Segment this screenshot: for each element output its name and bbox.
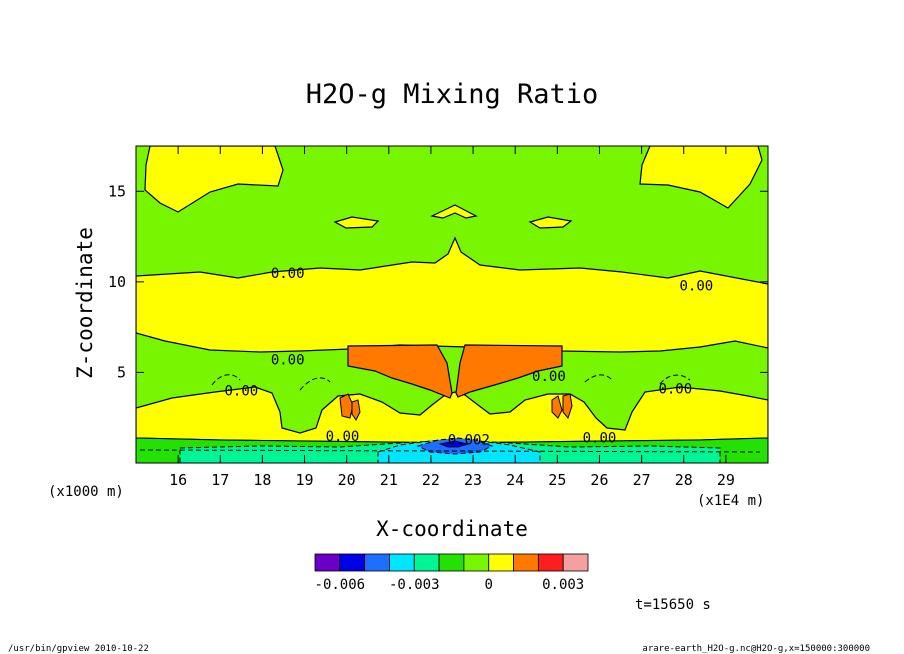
x-tick-label: 23 <box>464 471 482 489</box>
x-axis-label: X-coordinate <box>376 517 528 541</box>
plot-frame <box>135 145 769 464</box>
colorbar-labels: -0.006 -0.003 0 0.003 <box>315 577 585 593</box>
x-tick-label: 21 <box>380 471 398 489</box>
contour-label: 0.00 <box>583 431 617 447</box>
contour-label: 0.00 <box>680 278 714 294</box>
colorbar-swatch <box>389 553 415 572</box>
x-axis-ticks: 16 17 18 19 20 21 22 23 24 25 26 27 28 29 <box>169 146 735 489</box>
x-tick-label: 16 <box>169 471 187 489</box>
y-axis-ticks: 5 10 15 <box>108 182 768 381</box>
chart-title: H2O-g Mixing Ratio <box>306 79 599 110</box>
contour-labels: 0.00 0.00 0.00 0.00 0.00 0.00 0.00 0.002 0.00 <box>224 266 714 449</box>
colorbar-swatch <box>413 553 440 572</box>
colorbar-swatch <box>562 553 589 572</box>
colorbar-swatch <box>513 553 539 572</box>
colorbar-swatch <box>537 553 564 572</box>
x-unit-note: (x1E4 m) <box>697 493 764 509</box>
orange-small-right-2 <box>562 393 573 420</box>
colorbar-swatch <box>488 553 514 572</box>
x-tick-label: 20 <box>338 471 356 489</box>
dashed-contours <box>139 374 761 453</box>
x-tick-label: 24 <box>506 471 524 489</box>
time-label: t=15650 s <box>635 597 711 613</box>
contour-label: 0.00 <box>532 369 566 385</box>
x-tick-label: 28 <box>675 471 693 489</box>
contour-label: 0.00 <box>271 353 305 369</box>
x-tick-label: 17 <box>211 471 229 489</box>
x-tick-label: 19 <box>296 471 314 489</box>
colorbar-tick-label: -0.003 <box>389 577 440 593</box>
y-unit-note: (x1000 m) <box>48 484 124 500</box>
contour-label: 0.00 <box>271 266 305 282</box>
small-yellow-patch-right <box>528 216 573 229</box>
x-tick-label: 22 <box>422 471 440 489</box>
colorbar-swatch <box>314 553 341 572</box>
contour-label: 0.00 <box>658 382 692 398</box>
dashed-contour-right <box>659 374 691 385</box>
x-tick-label: 25 <box>548 471 566 489</box>
colorbar-tick-label: 0.003 <box>542 577 584 593</box>
colorbar-swatch <box>438 553 465 572</box>
orange-center-left <box>347 344 453 399</box>
upper-left-yellow-region <box>144 146 284 213</box>
orange-small-left-2 <box>351 399 361 421</box>
colorbar-tick-label: 0 <box>485 577 493 593</box>
colorbar-swatch <box>463 553 490 572</box>
y-tick-label: 15 <box>108 182 126 200</box>
x-tick-label: 27 <box>633 471 651 489</box>
dashed-contour-low <box>139 449 761 453</box>
contour-label: 0.00 <box>224 384 258 400</box>
y-axis-label: Z-coordinate <box>73 227 97 379</box>
footer-right: arare-earth_H2O-g.nc@H2O-g,x=150000:3000… <box>642 644 870 654</box>
upper-right-yellow-region <box>639 146 763 209</box>
plot-area <box>136 146 768 463</box>
dashed-contour-left <box>211 374 241 386</box>
colorbar-swatch <box>339 553 366 572</box>
colorbar-swatch <box>364 553 390 572</box>
dashed-contour-left-2 <box>299 377 331 391</box>
orange-center-right <box>455 344 563 398</box>
small-yellow-patch-left <box>333 216 380 229</box>
x-tick-label: 18 <box>253 471 271 489</box>
contour-label: 0.00 <box>326 429 360 445</box>
colorbar <box>314 553 589 572</box>
contour-label: 0.002 <box>448 432 490 448</box>
footer-left: /usr/bin/gpview 2010-10-22 <box>8 644 149 654</box>
y-tick-label: 10 <box>108 273 126 291</box>
x-tick-label: 26 <box>590 471 608 489</box>
x-tick-label: 29 <box>717 471 735 489</box>
y-tick-label: 5 <box>117 363 126 381</box>
small-yellow-patch-center <box>430 204 478 219</box>
middle-yellow-band <box>136 236 768 353</box>
orange-small-right <box>551 395 563 419</box>
colorbar-tick-label: -0.006 <box>315 577 366 593</box>
dark-blue-core <box>438 440 470 448</box>
dashed-contour-right-2 <box>584 374 613 383</box>
